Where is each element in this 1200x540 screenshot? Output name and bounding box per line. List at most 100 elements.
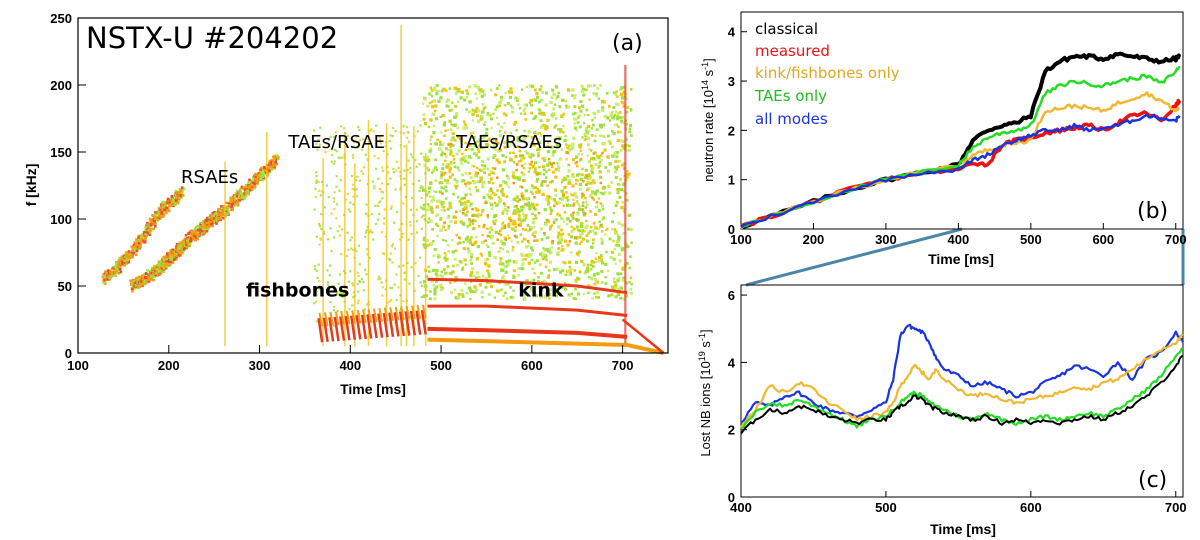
spectrogram-speckle: [577, 250, 581, 254]
spectrogram-speckle: [512, 260, 516, 264]
spectrogram-speckle: [539, 119, 543, 123]
rsae-sweep-point: [237, 196, 241, 199]
spectrogram-speckle: [575, 182, 578, 185]
rsae-sweep-point: [114, 274, 118, 277]
spectrogram-speckle: [464, 182, 467, 186]
panel-b-xlabel: Time [ms]: [928, 251, 994, 267]
spectrogram-speckle: [349, 201, 352, 204]
rsae-sweep-point: [246, 185, 249, 188]
spectrogram-speckle: [591, 242, 595, 245]
spectrogram-speckle: [457, 89, 461, 93]
spectrogram-speckle: [366, 158, 369, 161]
spectrogram-speckle: [580, 84, 584, 88]
spectrogram-speckle: [362, 138, 365, 141]
spectrogram-speckle: [425, 294, 428, 298]
spectrogram-speckle: [466, 235, 469, 239]
spectrogram-speckle: [616, 233, 620, 237]
spectrogram-speckle: [576, 292, 581, 296]
rsae-sweep-point: [230, 200, 234, 203]
spectrogram-speckle: [335, 217, 338, 220]
spectrogram-speckle: [529, 288, 534, 292]
spectrogram-speckle: [515, 176, 519, 180]
spectrogram-speckle: [486, 214, 489, 217]
spectrogram-speckle: [473, 84, 477, 88]
spectrogram-speckle: [612, 91, 616, 95]
spectrogram-speckle: [338, 225, 341, 228]
rsae-sweep-point: [156, 274, 160, 278]
spectrogram-speckle: [491, 234, 494, 238]
spectrogram-speckle: [534, 98, 538, 102]
spectrogram-speckle: [520, 88, 524, 91]
rsae-sweep-point: [163, 204, 167, 208]
spectrogram-speckle: [554, 175, 558, 179]
rsae-sweep-point: [132, 247, 135, 251]
spectrogram-speckle: [567, 233, 571, 236]
rsae-sweep-point: [256, 179, 259, 183]
spectrogram-speckle: [542, 173, 546, 176]
rsae-sweep-point: [160, 215, 164, 218]
spectrogram-speckle: [494, 213, 498, 218]
spectrogram-speckle: [546, 203, 550, 206]
rsae-sweep-point: [199, 231, 202, 235]
rsae-sweep-point: [267, 167, 270, 171]
rsae-sweep-point: [212, 219, 215, 223]
spectrogram-speckle: [456, 126, 460, 130]
spectrogram-speckle: [431, 100, 434, 103]
spectrogram-speckle: [618, 259, 622, 263]
spectrogram-speckle: [519, 157, 523, 161]
spectrogram-speckle: [498, 289, 502, 293]
spectrogram-speckle: [403, 145, 406, 148]
rsae-sweep-point: [108, 276, 111, 279]
spectrogram-speckle: [489, 193, 492, 197]
spectrogram-speckle: [520, 164, 524, 168]
panel-a-frame: [77, 17, 669, 354]
spectrogram-speckle: [436, 255, 440, 259]
spectrogram-speckle: [496, 141, 500, 145]
spectrogram-speckle: [531, 220, 535, 224]
spectrogram-speckle: [617, 244, 621, 247]
legend-measured: measured: [755, 42, 830, 60]
rsae-sweep-point: [270, 168, 274, 171]
spectrogram-speckle: [546, 145, 549, 148]
spectrogram-speckle: [498, 197, 502, 201]
spectrogram-speckle: [571, 142, 575, 146]
spectrogram-speckle: [320, 180, 324, 184]
spectrogram-speckle: [552, 92, 556, 96]
rsae-sweep-point: [148, 276, 151, 280]
spectrogram-speckle: [398, 309, 402, 312]
spectrogram-speckle: [519, 112, 523, 115]
spectrogram-speckle: [355, 178, 358, 182]
spectrogram-speckle: [464, 184, 468, 188]
spectrogram-speckle: [480, 114, 484, 118]
spectrogram-speckle: [598, 170, 602, 173]
rsae-sweep-point: [212, 210, 216, 214]
rsae-sweep-point: [270, 163, 273, 166]
spectrogram-speckle: [462, 179, 466, 183]
rsae-sweep-point: [213, 219, 216, 222]
rsae-sweep-point: [137, 236, 140, 239]
spectrogram-speckle: [488, 190, 491, 193]
spectrogram-speckle: [397, 166, 400, 170]
spectrogram-speckle: [352, 284, 355, 287]
spectrogram-speckle: [476, 257, 480, 260]
spectrogram-speckle: [569, 219, 572, 223]
rsae-sweep-point: [175, 257, 178, 261]
spectrogram-speckle: [435, 279, 439, 283]
spectrogram-speckle: [500, 227, 504, 230]
spectrogram-speckle: [517, 160, 521, 163]
rsae-sweep-point: [176, 254, 179, 257]
spectrogram-speckle: [384, 145, 387, 148]
rsae-sweep-point: [174, 253, 178, 257]
rsae-sweep-point: [230, 197, 233, 201]
spectrogram-speckle: [596, 154, 599, 158]
spectrogram-speckle: [481, 103, 485, 106]
spectrogram-speckle: [630, 282, 633, 286]
spectrogram-speckle: [499, 239, 503, 243]
spectrogram-speckle: [511, 174, 516, 178]
spectrogram-speckle: [609, 112, 613, 116]
spectrogram-speckle: [338, 234, 342, 237]
panel-b-xtick-label: 500: [1020, 232, 1042, 247]
spectrogram-speckle: [547, 220, 551, 224]
spectrogram-speckle: [455, 233, 458, 237]
